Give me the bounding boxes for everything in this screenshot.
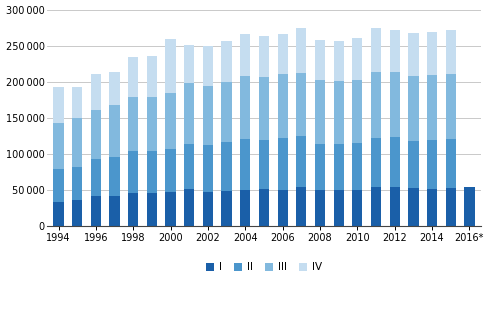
Bar <box>72 118 82 167</box>
Bar <box>91 160 101 196</box>
Bar <box>259 189 269 226</box>
Bar <box>296 28 306 73</box>
Bar <box>277 74 288 138</box>
Bar <box>352 143 362 190</box>
Bar <box>72 167 82 200</box>
Bar <box>259 77 269 140</box>
Bar <box>445 139 456 188</box>
Bar <box>445 188 456 226</box>
Bar <box>427 32 437 75</box>
Bar <box>240 139 250 190</box>
Bar <box>296 73 306 136</box>
Bar <box>184 83 194 143</box>
Bar <box>315 80 325 144</box>
Bar <box>408 33 418 76</box>
Bar <box>165 39 176 93</box>
Legend: I, II, III, IV: I, II, III, IV <box>202 258 326 277</box>
Bar <box>203 192 213 226</box>
Bar <box>371 138 381 187</box>
Bar <box>240 34 250 76</box>
Bar <box>221 142 232 191</box>
Bar <box>147 57 157 97</box>
Bar <box>389 30 400 72</box>
Bar <box>240 76 250 139</box>
Bar <box>54 87 64 123</box>
Bar <box>352 80 362 143</box>
Bar <box>352 190 362 226</box>
Bar <box>203 145 213 192</box>
Bar <box>128 57 138 97</box>
Bar <box>408 141 418 188</box>
Bar <box>165 149 176 192</box>
Bar <box>408 188 418 226</box>
Bar <box>184 143 194 189</box>
Bar <box>109 72 120 106</box>
Bar <box>128 192 138 226</box>
Bar <box>91 74 101 110</box>
Bar <box>109 106 120 157</box>
Bar <box>315 190 325 226</box>
Bar <box>184 189 194 226</box>
Bar <box>389 187 400 226</box>
Bar <box>72 87 82 118</box>
Bar <box>240 190 250 226</box>
Bar <box>91 196 101 226</box>
Bar <box>128 151 138 192</box>
Bar <box>221 41 232 82</box>
Bar <box>91 110 101 160</box>
Bar <box>371 187 381 226</box>
Bar <box>333 41 344 81</box>
Bar <box>277 190 288 226</box>
Bar <box>147 192 157 226</box>
Bar <box>165 93 176 149</box>
Bar <box>128 97 138 151</box>
Bar <box>109 157 120 196</box>
Bar <box>203 86 213 145</box>
Bar <box>333 190 344 226</box>
Bar <box>277 34 288 74</box>
Bar <box>72 200 82 226</box>
Bar <box>147 97 157 151</box>
Bar <box>464 187 474 226</box>
Bar <box>259 140 269 189</box>
Bar <box>54 202 64 226</box>
Bar <box>445 74 456 139</box>
Bar <box>389 137 400 187</box>
Bar <box>333 81 344 143</box>
Bar <box>371 28 381 72</box>
Bar <box>427 140 437 189</box>
Bar <box>389 72 400 137</box>
Bar <box>203 46 213 86</box>
Bar <box>165 192 176 226</box>
Bar <box>184 45 194 83</box>
Bar <box>296 136 306 187</box>
Bar <box>221 82 232 142</box>
Bar <box>147 151 157 192</box>
Bar <box>315 144 325 190</box>
Bar <box>408 76 418 141</box>
Bar <box>259 36 269 77</box>
Bar <box>54 123 64 169</box>
Bar <box>352 38 362 80</box>
Bar <box>427 189 437 226</box>
Bar <box>221 191 232 226</box>
Bar <box>427 75 437 140</box>
Bar <box>315 40 325 80</box>
Bar <box>296 187 306 226</box>
Bar <box>333 143 344 190</box>
Bar <box>109 196 120 226</box>
Bar <box>371 72 381 138</box>
Bar <box>445 30 456 74</box>
Bar <box>277 138 288 190</box>
Bar <box>54 169 64 202</box>
